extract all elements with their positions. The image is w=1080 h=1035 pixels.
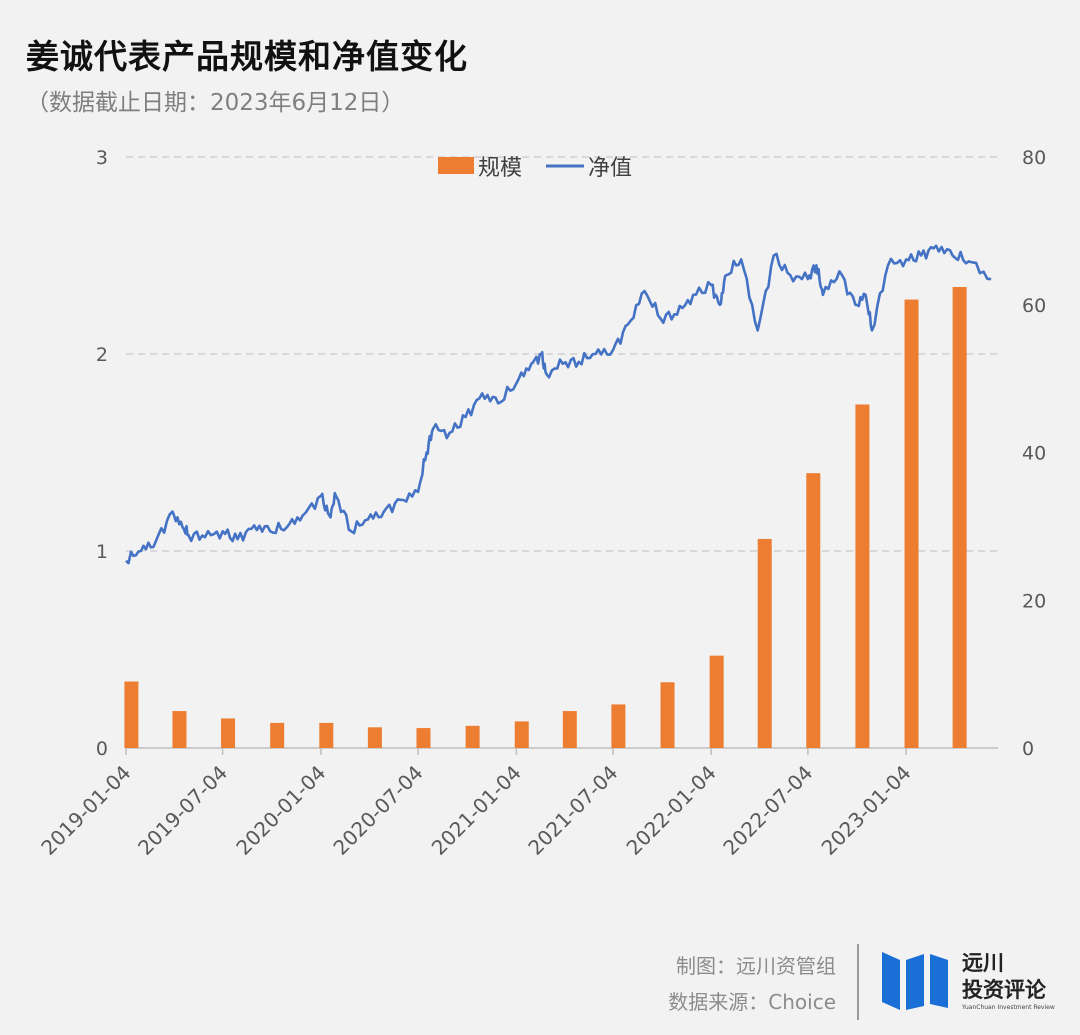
x-tick-label: 2022-07-04 (718, 761, 817, 860)
bar (952, 287, 967, 748)
x-tick-label: 2019-01-04 (36, 761, 135, 860)
bar (660, 682, 675, 748)
legend-label-line: 净值 (588, 156, 632, 181)
y-right-tick-label: 60 (1022, 295, 1046, 317)
bar (904, 299, 919, 748)
y-right-tick-label: 0 (1022, 738, 1034, 760)
bar (221, 718, 236, 748)
x-tick-label: 2021-01-04 (427, 761, 526, 860)
bar (416, 728, 431, 748)
logo-icon (882, 952, 948, 1010)
legend-label-bar: 规模 (478, 156, 522, 181)
footer-divider (857, 944, 859, 1020)
bar (611, 704, 626, 748)
bar (367, 727, 382, 748)
y-left-tick-label: 0 (96, 738, 108, 760)
legend-swatch-bar (438, 157, 474, 174)
x-tick-label: 2019-07-04 (133, 761, 232, 860)
x-tick-label: 2021-07-04 (523, 761, 622, 860)
logo-line2: 投资评论 (962, 978, 1046, 1002)
bar (465, 725, 480, 748)
x-tick-label: 2020-01-04 (231, 761, 330, 860)
y-left-tick-label: 2 (96, 344, 108, 366)
chart-subtitle: （数据截止日期：2023年6月12日） (26, 90, 405, 116)
y-right-tick-label: 80 (1022, 147, 1046, 169)
y-right-tick-label: 40 (1022, 443, 1046, 465)
y-right-tick-label: 20 (1022, 590, 1046, 612)
bar (124, 681, 139, 748)
bar (562, 711, 577, 748)
bar (806, 473, 821, 748)
bar (709, 655, 724, 748)
logo-text: 远川 投资评论 YuanChuan Investment Review (962, 950, 1055, 1012)
bar (172, 711, 187, 748)
y-left-tick-label: 1 (96, 541, 108, 563)
logo-line1: 远川 (962, 951, 1004, 975)
bar (757, 538, 772, 748)
y-left-tick-label: 3 (96, 147, 108, 169)
bar (855, 404, 870, 748)
x-tick-label: 2022-01-04 (622, 761, 721, 860)
x-tick-label: 2020-07-04 (328, 761, 427, 860)
footer-credits: 制图：远川资管组 数据来源：Choice (668, 948, 836, 1020)
logo-small-text: YuanChuan Investment Review (962, 1004, 1055, 1011)
bar (270, 722, 285, 748)
footer-made-by: 制图：远川资管组 (676, 954, 836, 978)
bar (319, 722, 334, 748)
series-line-nav (125, 244, 992, 565)
footer-source: 数据来源：Choice (668, 990, 836, 1014)
chart-title: 姜诚代表产品规模和净值变化 (26, 37, 468, 76)
bar (514, 721, 529, 748)
x-tick-label: 2023-01-04 (817, 761, 916, 860)
